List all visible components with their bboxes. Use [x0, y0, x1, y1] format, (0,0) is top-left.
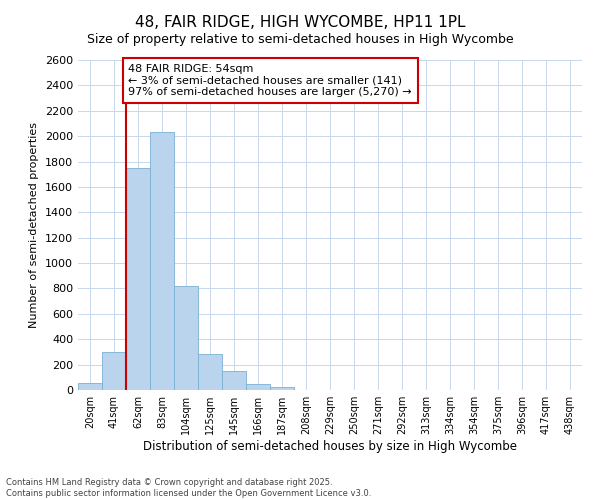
Bar — [198, 354, 222, 390]
Bar — [126, 168, 150, 390]
Text: 48, FAIR RIDGE, HIGH WYCOMBE, HP11 1PL: 48, FAIR RIDGE, HIGH WYCOMBE, HP11 1PL — [135, 15, 465, 30]
Bar — [246, 384, 270, 390]
Bar — [78, 383, 102, 390]
Bar — [174, 286, 198, 390]
Bar — [150, 132, 174, 390]
Text: Contains HM Land Registry data © Crown copyright and database right 2025.
Contai: Contains HM Land Registry data © Crown c… — [6, 478, 371, 498]
Bar — [102, 352, 126, 390]
Text: Size of property relative to semi-detached houses in High Wycombe: Size of property relative to semi-detach… — [86, 32, 514, 46]
Bar — [270, 387, 294, 390]
X-axis label: Distribution of semi-detached houses by size in High Wycombe: Distribution of semi-detached houses by … — [143, 440, 517, 453]
Y-axis label: Number of semi-detached properties: Number of semi-detached properties — [29, 122, 40, 328]
Bar — [222, 371, 246, 390]
Text: 48 FAIR RIDGE: 54sqm
← 3% of semi-detached houses are smaller (141)
97% of semi-: 48 FAIR RIDGE: 54sqm ← 3% of semi-detach… — [128, 64, 412, 97]
